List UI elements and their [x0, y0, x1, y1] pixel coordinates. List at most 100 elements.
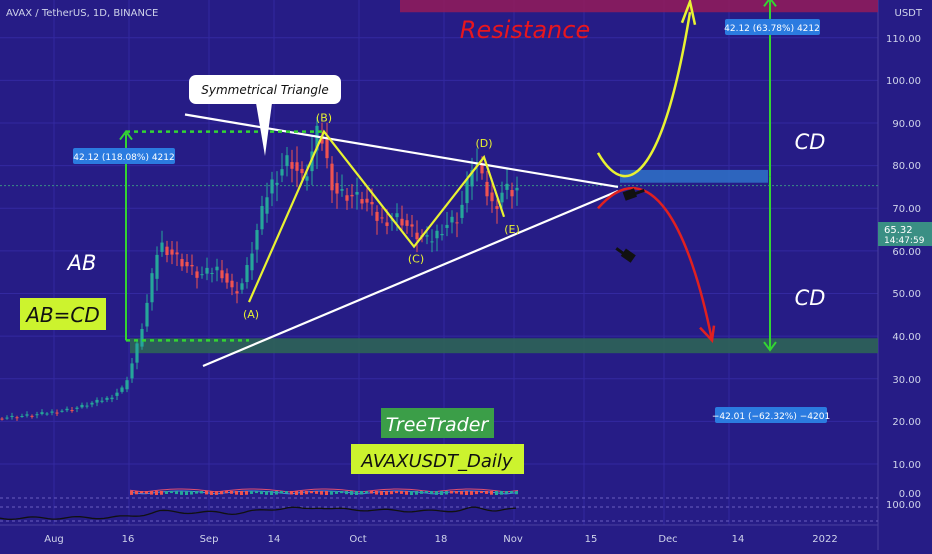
candle-down — [195, 271, 199, 278]
macd-bar — [450, 491, 453, 494]
candle-up — [465, 178, 469, 204]
macd-bar — [415, 491, 418, 495]
macd-bar — [225, 491, 228, 494]
candle-up — [135, 343, 139, 363]
y-tick-label: 100.00 — [886, 76, 921, 87]
candle-up — [95, 399, 99, 403]
candle-up — [90, 402, 94, 405]
candle-down — [185, 261, 189, 267]
wave-point-label: (C) — [408, 253, 424, 266]
bear-projection — [597, 186, 714, 341]
candle-down — [30, 415, 34, 417]
bull-projection — [596, 12, 692, 178]
y-tick-label: 70.00 — [892, 204, 921, 215]
macd-bar — [290, 491, 293, 495]
macd-bar — [455, 491, 458, 494]
macd-bar — [205, 491, 208, 495]
y-tick-label: 110.00 — [886, 34, 921, 45]
candle-up — [260, 206, 264, 230]
candle-down — [225, 273, 229, 283]
gavel-icon — [622, 188, 645, 201]
down-measure-text: −42.01 (−62.32%) −4201 — [712, 412, 830, 422]
candle-up — [210, 273, 214, 275]
macd-bar — [175, 491, 178, 495]
candle-up — [280, 169, 284, 176]
macd-bar — [195, 491, 198, 494]
macd-bar — [265, 491, 268, 495]
macd-bar — [460, 491, 463, 495]
macd-bar — [315, 491, 318, 494]
candle-up — [150, 273, 154, 303]
macd-bar — [285, 491, 288, 494]
triangle-callout — [189, 75, 341, 104]
drawings: (A) (B) (C) (D) (E) — [119, 0, 777, 367]
candle-down — [170, 249, 174, 255]
zones — [130, 0, 878, 354]
macd-bar — [150, 491, 153, 495]
macd-bar — [355, 491, 358, 495]
cd-down-arrow — [763, 341, 777, 352]
candle-up — [205, 267, 209, 274]
macd-bar — [185, 491, 188, 495]
y-tick-label: 90.00 — [892, 119, 921, 130]
candle-down — [490, 192, 494, 202]
candle-up — [115, 392, 119, 396]
candle-up — [35, 414, 39, 416]
ab-measure-tag — [73, 148, 175, 164]
candle-up — [255, 230, 259, 250]
x-axis: Aug 16 Sep 14 Oct 18 Nov 15 Dec 14 2022 — [44, 534, 837, 545]
macd-bar — [420, 491, 423, 494]
callout-pointer — [256, 103, 272, 156]
macd-bar — [500, 491, 503, 495]
macd-signal-line — [129, 488, 519, 493]
x-tick-label: Oct — [349, 534, 366, 545]
macd-bar — [465, 491, 468, 495]
candle-down — [290, 162, 294, 169]
candle-down — [295, 162, 299, 171]
candle-down — [325, 139, 329, 159]
x-tick-label: 18 — [435, 534, 448, 545]
candle-up — [105, 397, 109, 400]
macd-bar — [360, 491, 363, 495]
macd-bar — [485, 491, 488, 494]
x-tick-label: Dec — [658, 534, 677, 545]
macd-bar — [130, 491, 133, 495]
candle-up — [155, 254, 159, 279]
x-tick-label: 14 — [268, 534, 281, 545]
macd-bar — [350, 491, 353, 495]
macd-bar — [255, 491, 258, 494]
macd-bar — [390, 491, 393, 495]
candle-up — [435, 230, 439, 239]
macd-bar — [295, 491, 298, 495]
y-tick-label: 80.00 — [892, 161, 921, 172]
candle-up — [460, 204, 464, 218]
candle-down — [235, 291, 239, 294]
candle-up — [470, 169, 474, 187]
wave-line — [247, 129, 506, 303]
candle-up — [100, 400, 104, 402]
macd-bar — [345, 491, 348, 495]
author-label: TreeTrader — [386, 414, 490, 436]
macd-bar — [445, 491, 448, 495]
y-axis: 110.00 100.00 90.00 80.00 70.00 60.00 50… — [886, 34, 921, 511]
author-box — [381, 408, 494, 438]
macd-bar — [220, 491, 223, 495]
candle-up — [25, 414, 29, 416]
candle-up — [130, 363, 134, 379]
macd-bar — [410, 491, 413, 495]
candle-up — [515, 187, 519, 191]
volume-pane — [0, 488, 878, 522]
candle-down — [230, 280, 234, 288]
candle-down — [320, 135, 324, 144]
entry-zone — [620, 169, 768, 183]
chart-title: AVAX / TetherUS, 1D, BINANCE — [6, 8, 158, 19]
currency-label: USDT — [895, 8, 923, 19]
wave-point-label: (B) — [316, 112, 332, 125]
candle-up — [250, 253, 254, 271]
cd-bottom-label: CD — [795, 286, 826, 310]
ab-label: AB — [66, 251, 97, 275]
oscillator-line — [0, 506, 517, 520]
macd-bar — [380, 491, 383, 495]
